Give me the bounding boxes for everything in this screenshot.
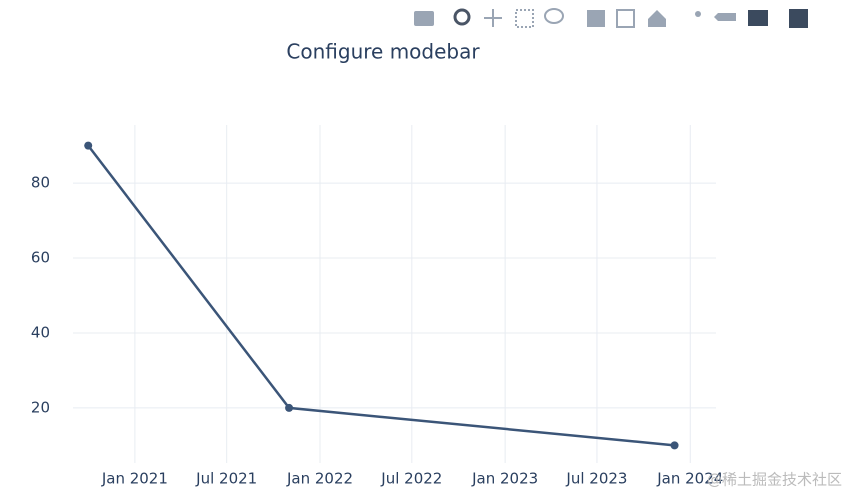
select-icon[interactable]	[515, 9, 534, 28]
y-tick-label: 80	[31, 174, 50, 192]
y-tick-label: 40	[31, 323, 50, 341]
modebar	[414, 8, 808, 28]
x-tick-label: Jan 2021	[101, 470, 168, 488]
home-icon[interactable]	[648, 10, 666, 27]
zoom-out-icon[interactable]	[587, 10, 605, 27]
x-tick-label: Jan 2024	[656, 470, 723, 488]
chart-title: Configure modebar	[286, 40, 480, 64]
camera-icon[interactable]	[414, 11, 434, 26]
line	[87, 144, 675, 447]
x-tick-label: Jan 2022	[286, 470, 353, 488]
x-tick-label: Jul 2021	[195, 470, 257, 488]
marker	[84, 141, 93, 150]
lasso-icon[interactable]	[544, 8, 564, 24]
watermark: @稀土掘金技术社区	[707, 471, 842, 489]
x-tick-label: Jul 2022	[380, 470, 442, 488]
y-tick-label: 60	[31, 249, 50, 267]
pan-icon[interactable]	[484, 9, 502, 27]
x-tick-label: Jul 2023	[565, 470, 627, 488]
hover-closest-icon[interactable]	[714, 13, 736, 21]
zoom-icon[interactable]	[453, 8, 471, 26]
x-tick-label: Jan 2023	[471, 470, 538, 488]
y-tick-label: 20	[31, 398, 50, 416]
spike-icon[interactable]	[695, 11, 701, 17]
marker	[285, 403, 294, 412]
marker	[670, 441, 679, 450]
plotly-logo[interactable]	[789, 9, 808, 28]
autoscale-icon[interactable]	[616, 9, 635, 28]
hover-compare-icon[interactable]	[748, 10, 768, 26]
